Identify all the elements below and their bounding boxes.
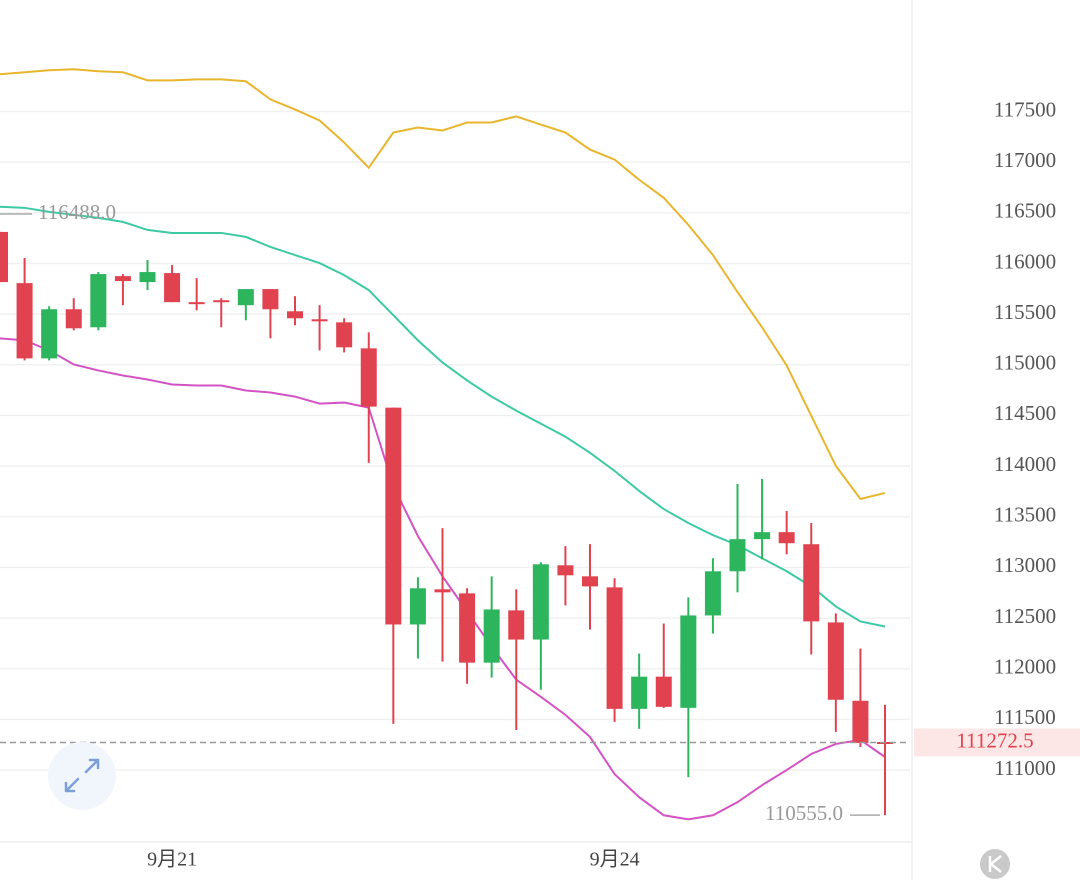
low-annotation: 110555.0 xyxy=(765,801,843,825)
candle-body xyxy=(852,700,869,743)
candle-body xyxy=(0,231,8,283)
high-annotation: 116488.0 xyxy=(38,200,116,224)
y-tick-label: 111000 xyxy=(994,756,1055,780)
grid xyxy=(0,110,910,771)
candle-body xyxy=(237,289,254,306)
plot-area xyxy=(0,68,910,821)
candle-body xyxy=(532,564,549,640)
candle-body xyxy=(262,289,279,310)
y-tick-label: 111500 xyxy=(994,705,1055,729)
candle-body xyxy=(459,593,476,663)
last-price-label: 111272.5 xyxy=(956,728,1033,752)
y-tick-label: 116000 xyxy=(994,249,1056,273)
candle-body xyxy=(336,322,353,348)
k-button[interactable] xyxy=(980,849,1010,879)
candle-body xyxy=(41,309,58,359)
candle-body xyxy=(409,588,426,625)
y-tick-label: 113000 xyxy=(994,553,1056,577)
candle-body xyxy=(164,273,181,303)
candle-body xyxy=(754,532,771,540)
expand-button[interactable] xyxy=(48,742,116,810)
candle-body xyxy=(803,544,820,622)
candle-body xyxy=(114,276,131,282)
candle-body xyxy=(434,589,451,593)
candle-body xyxy=(213,300,230,303)
candle-body xyxy=(188,302,205,305)
candle-body xyxy=(65,309,82,329)
y-tick-label: 116500 xyxy=(994,199,1056,223)
candle-body xyxy=(287,311,303,319)
candle-body xyxy=(655,676,672,707)
x-tick-label: 9月24 xyxy=(590,849,640,871)
labels: 111000 111500 112000 112500 113000 113500 1140… xyxy=(0,97,1080,871)
candle-body xyxy=(360,348,377,407)
x-tick-label: 9月21 xyxy=(147,849,197,871)
band-line xyxy=(0,68,886,501)
candle-body xyxy=(778,532,795,544)
y-tick-label: 117000 xyxy=(994,148,1056,172)
y-tick-label: 115000 xyxy=(994,351,1056,375)
candle-body xyxy=(139,272,156,283)
candle-body xyxy=(508,610,525,640)
candle-body xyxy=(704,571,721,616)
candle-body xyxy=(557,565,574,576)
y-tick-label: 113500 xyxy=(994,503,1056,527)
candle-body xyxy=(483,609,500,663)
y-tick-label: 117500 xyxy=(994,97,1056,121)
candle-body xyxy=(311,319,328,322)
candle-body xyxy=(582,576,598,587)
y-tick-label: 114500 xyxy=(994,401,1056,425)
candle-body xyxy=(729,539,746,572)
y-tick-label: 114000 xyxy=(994,452,1056,476)
candle-body xyxy=(16,283,33,359)
candle-body xyxy=(631,676,648,709)
candle-body xyxy=(680,615,697,708)
candle-body xyxy=(385,407,402,625)
y-tick-label: 112000 xyxy=(994,655,1056,679)
candle-body xyxy=(827,622,844,700)
y-tick-label: 115500 xyxy=(994,300,1056,324)
candle-body xyxy=(90,274,107,328)
y-tick-label: 112500 xyxy=(994,604,1056,628)
last-price-box xyxy=(914,728,1080,757)
candle-body xyxy=(606,587,623,709)
